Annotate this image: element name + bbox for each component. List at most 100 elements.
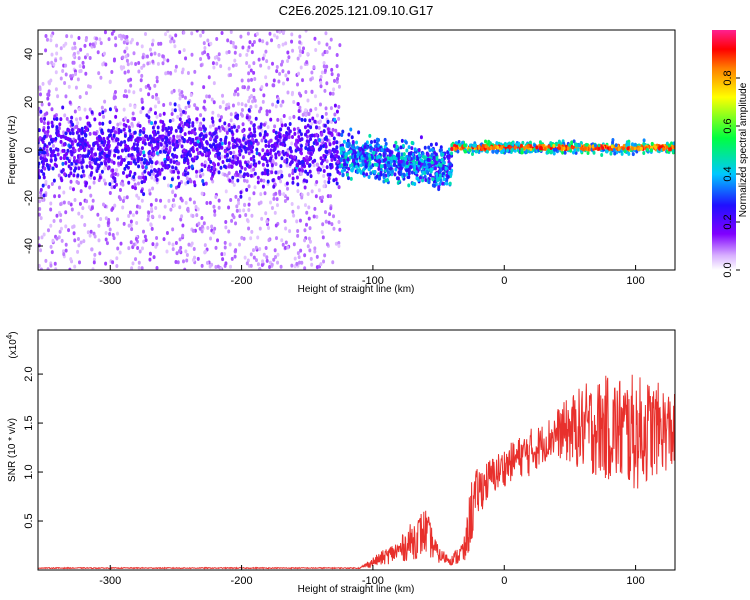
- spectrogram-cell: [225, 125, 229, 130]
- spectrogram-cell: [272, 196, 276, 201]
- spectrogram-cell: [89, 193, 93, 198]
- spectrogram-cell: [38, 112, 41, 117]
- spectrogram-cell: [346, 176, 350, 181]
- spectrogram-cell: [156, 136, 160, 141]
- spectrogram-cell: [49, 33, 53, 38]
- spectrogram-cell: [255, 151, 259, 156]
- spectrogram-cell: [125, 195, 129, 200]
- spectrogram-cell: [149, 107, 153, 112]
- spectrogram-cell: [161, 138, 165, 143]
- spectrogram-cell: [67, 159, 71, 164]
- spectrogram-cell: [313, 249, 317, 254]
- spectrogram-cell: [84, 142, 88, 147]
- spectrogram-cell: [196, 207, 200, 212]
- spectrogram-cell: [98, 112, 102, 117]
- spectrogram-cell: [72, 60, 76, 65]
- spectrogram-cell: [156, 145, 160, 150]
- spectrogram-cell: [200, 162, 204, 167]
- spectrogram-cell: [150, 175, 154, 180]
- spectrogram-cell: [335, 145, 339, 150]
- spectrogram-cell: [198, 174, 202, 179]
- spectrogram-cell: [61, 161, 65, 166]
- spectrogram-cell: [337, 132, 341, 137]
- spectrogram-cell: [263, 132, 267, 137]
- spectrogram-cell: [296, 82, 300, 87]
- spectrogram-cell: [121, 182, 125, 187]
- spectrogram-cell: [247, 71, 251, 76]
- spectrogram-cell: [67, 84, 71, 89]
- spectrogram-cell: [333, 78, 337, 83]
- spectrogram-cell: [201, 172, 205, 177]
- spectrogram-cell: [68, 137, 72, 142]
- spectrogram-cell: [303, 203, 307, 208]
- spectrogram-cell: [423, 162, 427, 167]
- spectrogram-cell: [165, 136, 169, 141]
- snr-x-ticks: -300 -200 -100 0 100: [99, 565, 645, 587]
- spectrogram-cell: [156, 125, 160, 130]
- spectrogram-cell: [46, 267, 50, 270]
- spectrogram-cell: [102, 51, 106, 56]
- spectrogram-cell: [367, 174, 371, 179]
- spectrogram-cell: [97, 223, 101, 228]
- spectrogram-cell: [341, 129, 345, 134]
- spectrogram-cell: [74, 139, 78, 144]
- spectrogram-cell: [195, 169, 199, 174]
- spectrogram-cell: [79, 240, 83, 245]
- spectrogram-cell: [87, 144, 91, 149]
- spectrogram-cell: [350, 135, 354, 140]
- spectrogram-cell: [417, 153, 421, 158]
- spectrogram-cell: [205, 140, 209, 145]
- spectrogram-cell: [310, 262, 314, 267]
- spectrogram-cell: [338, 227, 342, 232]
- spectrogram-cell: [69, 144, 73, 149]
- spectrogram-cell: [165, 128, 169, 133]
- spectrogram-cell: [513, 145, 517, 150]
- spectrogram-cell: [211, 161, 215, 166]
- spectrogram-cell: [128, 210, 132, 215]
- spectrogram-cell: [127, 246, 131, 251]
- spectrogram-cell: [377, 138, 381, 143]
- spectrogram-cell: [309, 108, 313, 113]
- spectrogram-cell: [306, 98, 310, 103]
- spectrogram-cell: [442, 177, 446, 182]
- spectrogram-cell: [171, 142, 175, 147]
- spectrogram-cell: [146, 61, 150, 66]
- spectrogram-cell: [461, 140, 465, 145]
- spectrogram-cell: [86, 84, 90, 89]
- spectrogram-cell: [152, 152, 156, 157]
- spectrogram-cell: [282, 133, 286, 138]
- spectrogram-cell: [572, 139, 576, 144]
- spectrogram-cell: [179, 112, 183, 117]
- spectrogram-cell: [147, 119, 151, 124]
- spectrogram-cell: [311, 116, 315, 121]
- spectrogram-cell: [38, 206, 42, 211]
- spectrogram-cell: [71, 122, 75, 127]
- spectrogram-cell: [382, 153, 386, 158]
- spectrogram-cell: [519, 143, 523, 148]
- spectrogram-cell: [229, 264, 233, 269]
- spectrogram-cell: [309, 137, 313, 142]
- spectrogram-cell: [456, 149, 460, 154]
- spectrogram-cell: [243, 172, 247, 177]
- spectrogram-cell: [59, 139, 63, 144]
- spectrogram-cell: [322, 60, 326, 65]
- spectrogram-cell: [46, 125, 50, 130]
- spectrogram-cell: [431, 177, 435, 182]
- spectrogram-cell: [107, 217, 111, 222]
- spectrogram-cell: [372, 147, 376, 152]
- spectrogram-cell: [283, 219, 287, 224]
- spectrogram-cell: [151, 42, 155, 47]
- spectrogram-cell: [292, 99, 296, 104]
- spectrogram-cell: [415, 160, 419, 165]
- spectrogram-cell: [176, 143, 180, 148]
- spectrogram-cell: [315, 141, 319, 146]
- spectrogram-cell: [671, 149, 675, 154]
- spectrogram-cell: [305, 155, 309, 160]
- spectrogram-cell: [64, 160, 68, 165]
- spectrogram-cell: [90, 247, 94, 252]
- spectrogram-cell: [112, 236, 116, 241]
- spectrogram-cell: [306, 244, 310, 249]
- spectrogram-cell: [162, 176, 166, 181]
- spectrogram-cell: [312, 214, 316, 219]
- spectrogram-cell: [245, 261, 249, 266]
